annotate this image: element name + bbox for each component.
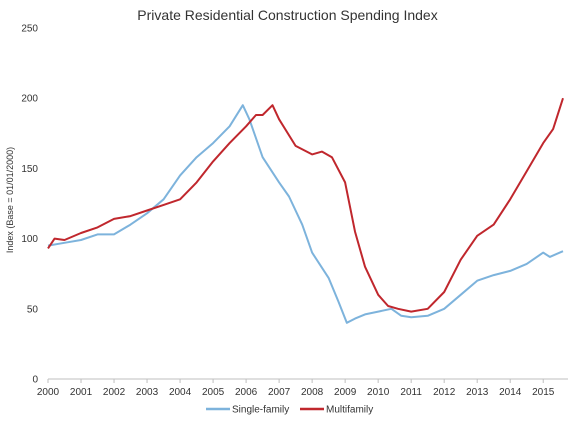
y-axis-label: Index (Base = 01/01/2000): [5, 147, 15, 253]
y-tick-label: 200: [21, 94, 38, 105]
x-tick-label: 2001: [70, 387, 93, 398]
x-tick-label: 2004: [169, 387, 192, 398]
y-tick-label: 150: [21, 164, 38, 175]
x-tick-label: 2015: [532, 387, 555, 398]
x-tick-label: 2005: [202, 387, 225, 398]
x-tick-label: 2009: [334, 387, 357, 398]
x-tick-label: 2013: [466, 387, 489, 398]
x-tick-label: 2000: [37, 387, 60, 398]
legend-label-multifamily: Multifamily: [326, 405, 373, 416]
x-tick-label: 2002: [103, 387, 126, 398]
x-tick-label: 2007: [268, 387, 291, 398]
y-tick-label: 250: [21, 24, 38, 35]
x-tick-label: 2011: [400, 387, 422, 398]
x-tick-label: 2010: [367, 387, 390, 398]
x-tick-label: 2014: [499, 387, 522, 398]
x-axis: 2000 2001 2002 2003 2004 2005 2006 2007 2008 2009…: [37, 379, 555, 398]
x-tick-label: 2012: [433, 387, 456, 398]
legend: Single-family Multifamily: [206, 405, 373, 416]
series-line-multifamily: [47, 97, 564, 313]
chart-title: Private Residential Construction Spendin…: [137, 7, 437, 23]
series-line-single-family: [47, 104, 564, 324]
legend-label-single-family: Single-family: [232, 405, 289, 416]
y-tick-label: 50: [27, 304, 39, 315]
x-tick-label: 2003: [136, 387, 159, 398]
y-tick-label: 100: [21, 234, 38, 245]
y-tick-label: 0: [32, 375, 38, 386]
series-layer: [47, 97, 564, 324]
y-axis: 0 50 100 150 200 250: [21, 24, 38, 386]
x-tick-label: 2006: [235, 387, 258, 398]
x-tick-label: 2008: [301, 387, 324, 398]
